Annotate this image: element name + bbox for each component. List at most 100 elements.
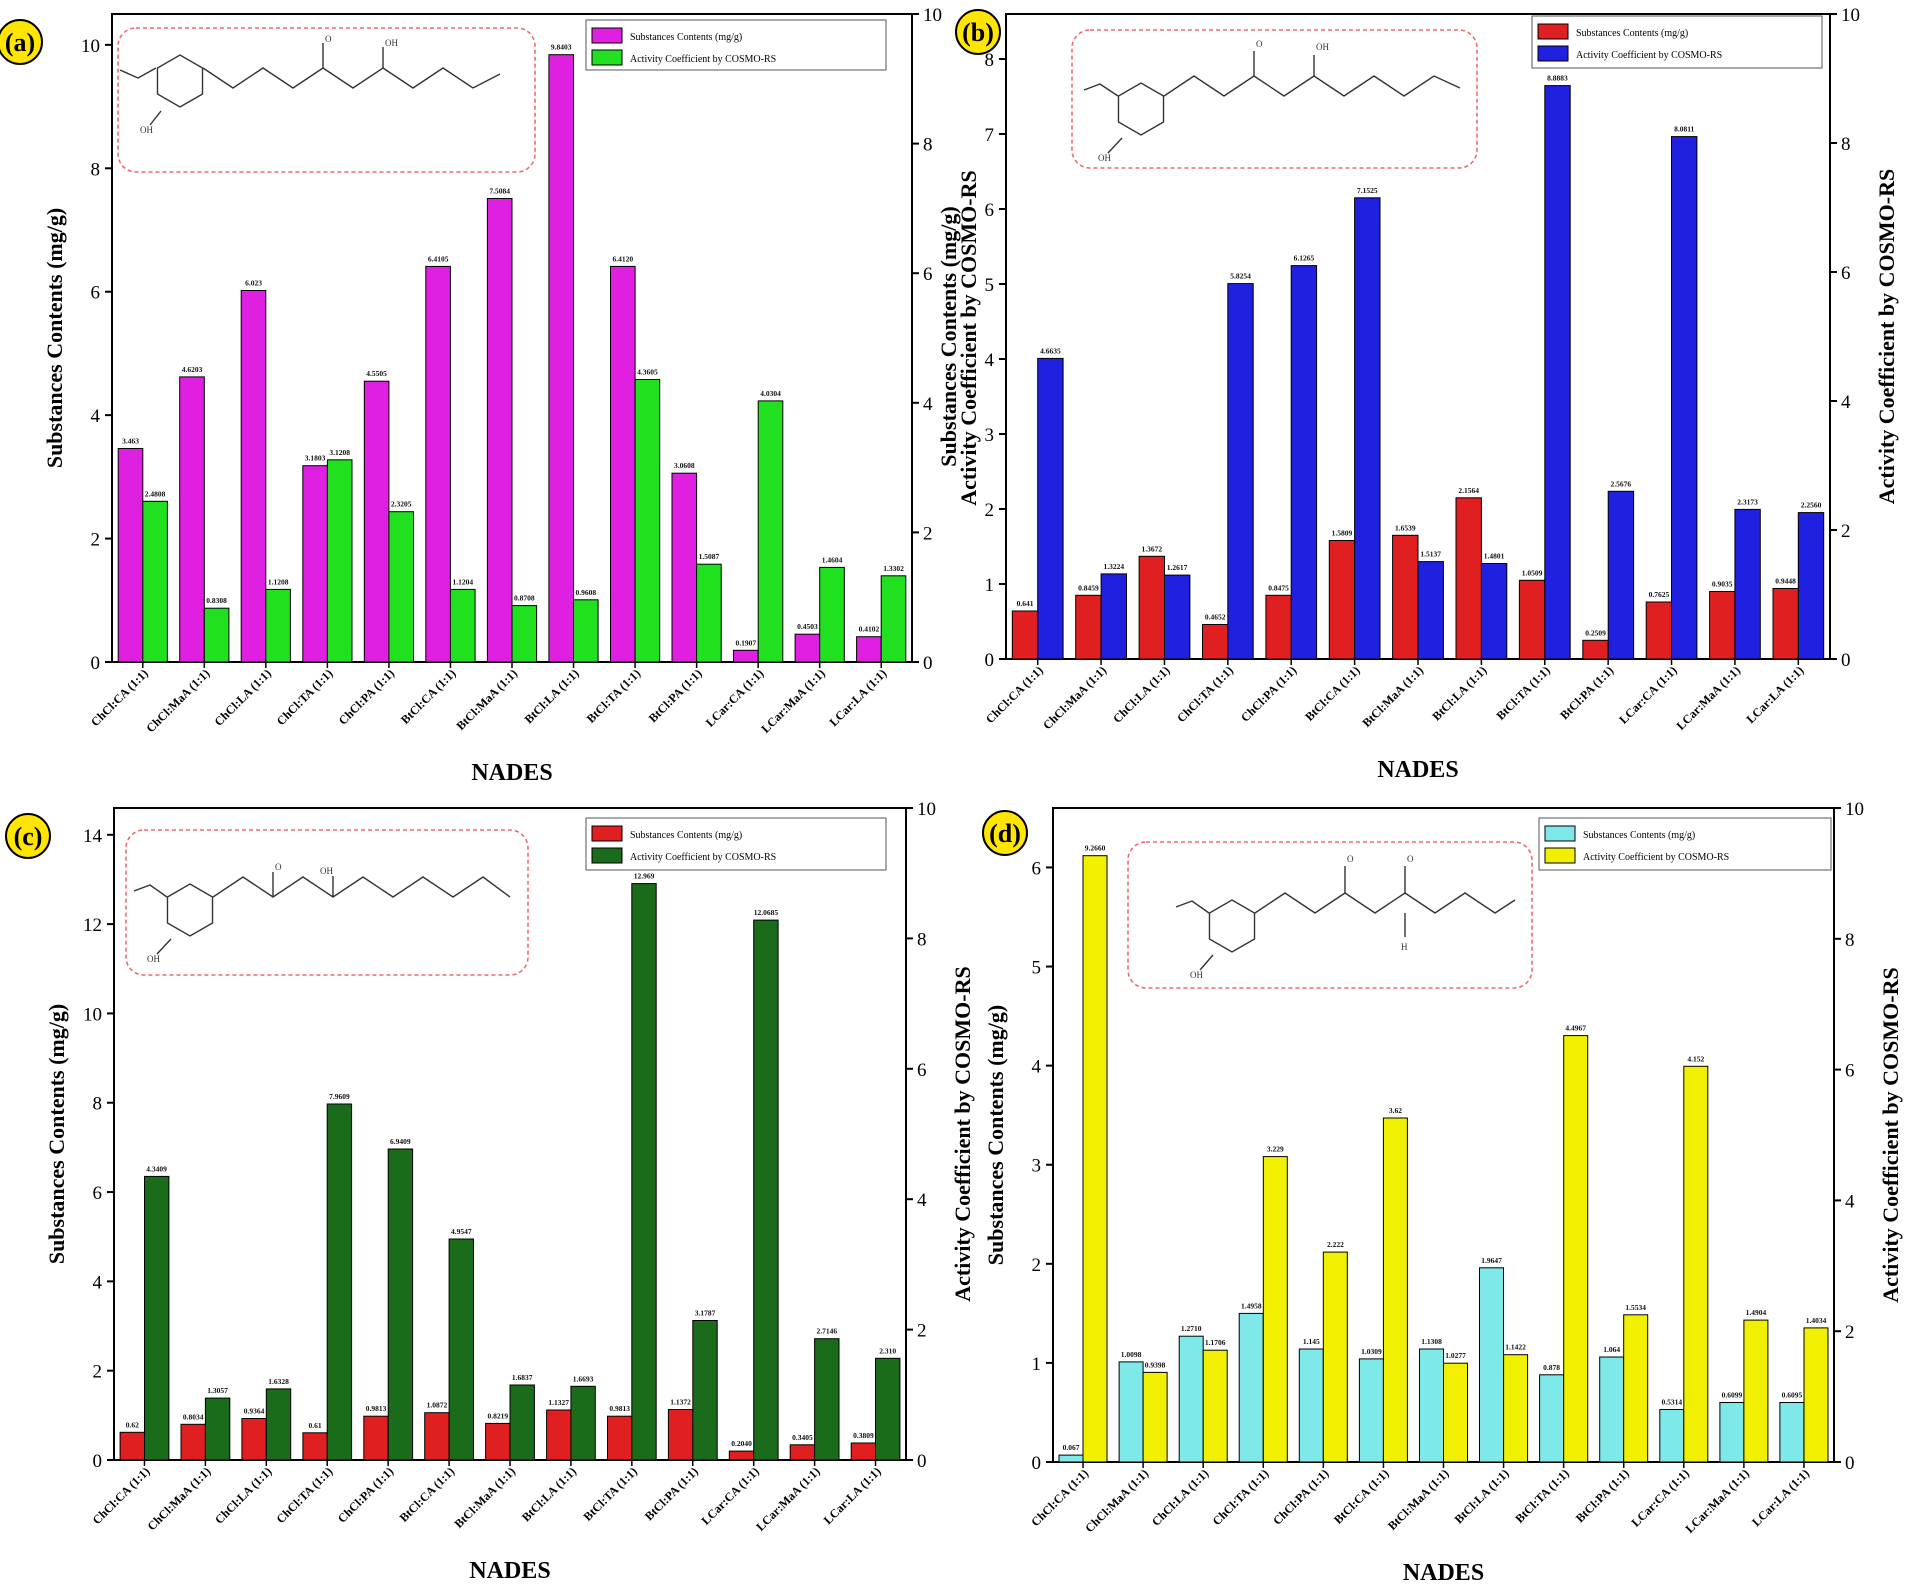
x-tick-label: LCar:LA (1:1) (1749, 1466, 1812, 1529)
chart-panel-b: 0.641 0.8459 1.3672 0.4652 0.8475 1.5809 1.653… (936, 5, 1899, 783)
bar (1138, 555, 1165, 660)
x-tick-label: ChCl:LA (1:1) (211, 666, 273, 728)
legend-box (1531, 15, 1823, 69)
data-label: 4.9547 (451, 1227, 472, 1236)
bar (692, 1320, 718, 1461)
bar (1075, 594, 1102, 660)
x-tick-label: ChCl:MaA (1:1) (1082, 1466, 1151, 1535)
bar (1417, 561, 1444, 660)
legend-swatch (591, 49, 623, 66)
data-label: 1.064 (1603, 1345, 1620, 1354)
y-axis-title: Substances Contents (mg/g) (983, 1005, 1008, 1265)
x-tick-label: BtCl:LA (1:1) (1452, 1466, 1512, 1526)
panel-badge: (a) (0, 19, 43, 65)
y-tick-label: 4 (93, 1272, 103, 1293)
x-tick-label: ChCl:MaA (1:1) (143, 666, 212, 735)
x-axis-title: NADES (1403, 1560, 1484, 1586)
y2-tick-label: 6 (1841, 263, 1851, 284)
x-tick-label: BtCl:MaA (1:1) (1359, 663, 1426, 730)
bar (326, 1103, 353, 1461)
bar (610, 265, 636, 663)
data-label: 2.2560 (1801, 501, 1822, 510)
bar (1202, 1349, 1228, 1463)
y-tick-label: 6 (985, 200, 995, 221)
legend-label: Substances Contents (mg/g) (630, 32, 742, 43)
y-tick-label: 2 (1032, 1255, 1042, 1276)
structure-inset (117, 27, 536, 173)
benzene-ring (1208, 899, 1256, 953)
bar (240, 290, 267, 663)
carbon-chain (1254, 892, 1516, 914)
atom-label: OH (1316, 42, 1329, 52)
bar (757, 400, 784, 663)
bar (1118, 1361, 1144, 1463)
x-axis-title: NADES (1377, 757, 1458, 783)
legend-swatch (591, 825, 623, 842)
atom-label: OH (320, 866, 333, 876)
panel-badge: (b) (955, 9, 1001, 55)
atom-label: O (1347, 854, 1354, 864)
data-label: 0.8475 (1268, 583, 1289, 592)
bar (302, 1432, 328, 1461)
legend-swatch (591, 27, 623, 44)
legend-label: Activity Coefficient by COSMO-RS (1583, 852, 1729, 863)
y2-tick-label: 10 (923, 5, 942, 26)
y-tick-label: 0 (1032, 1453, 1042, 1474)
legend-swatch (1544, 847, 1576, 864)
y2-axis-title: Activity Coefficient by COSMO-RS (1878, 967, 1903, 1302)
data-label: 3.0608 (674, 461, 695, 470)
data-label: 2.222 (1327, 1240, 1344, 1249)
data-label: 5.8254 (1230, 272, 1251, 281)
data-label: 1.2617 (1167, 563, 1188, 572)
bar (1479, 1267, 1504, 1463)
x-tick-label: BtCl:LA (1:1) (1429, 663, 1489, 723)
bar (548, 54, 575, 663)
data-label: 1.5809 (1332, 529, 1353, 538)
legend: Substances Contents (mg/g) Activity Coeff… (1538, 817, 1832, 871)
bar (1607, 490, 1635, 660)
x-tick-label: LCar:LA (1:1) (1743, 663, 1806, 726)
bar (789, 1444, 816, 1461)
data-label: 4.5505 (366, 369, 387, 378)
x-tick-label: ChCl:CA (1:1) (90, 1464, 153, 1527)
data-label: 3.463 (122, 437, 139, 446)
x-tick-label: ChCl:MaA (1:1) (144, 1464, 213, 1533)
bar (1178, 1335, 1204, 1463)
x-tick-label: LCar:CA (1:1) (698, 1464, 761, 1527)
bar (302, 465, 328, 663)
legend-label: Activity Coefficient by COSMO-RS (630, 852, 776, 863)
x-tick-label: BtCl:TA (1:1) (1512, 1466, 1571, 1525)
bar (1100, 573, 1127, 660)
data-label: 1.0872 (427, 1401, 448, 1410)
bar (1544, 85, 1571, 660)
bar (142, 500, 168, 663)
y-tick-label: 6 (1032, 858, 1042, 879)
badge-circle (5, 813, 51, 859)
atom-label: H (1401, 942, 1408, 952)
data-label: 3.1787 (695, 1309, 716, 1318)
data-label: 6.4105 (428, 254, 449, 263)
data-label: 3.62 (1389, 1106, 1402, 1115)
y-tick-label: 8 (93, 1094, 103, 1115)
bar (880, 575, 907, 663)
x-tick-label: ChCl:PA (1:1) (1270, 1466, 1331, 1527)
bar (1142, 1371, 1168, 1463)
data-label: 2.3173 (1737, 497, 1758, 506)
data-label: 0.61 (308, 1421, 321, 1430)
x-tick-label: LCar:LA (1:1) (826, 666, 889, 729)
bar (570, 1385, 596, 1461)
y2-tick-label: 10 (1845, 799, 1864, 820)
bar (1671, 136, 1698, 660)
bar (1645, 601, 1673, 660)
x-tick-label: ChCl:TA (1:1) (274, 666, 336, 728)
x-tick-label: BtCl:LA (1:1) (522, 666, 582, 726)
data-label: 0.4102 (859, 625, 880, 634)
bar (1455, 497, 1482, 660)
data-label: 1.0309 (1361, 1347, 1382, 1356)
data-label: 2.3205 (391, 500, 412, 509)
carbon-chain (212, 876, 511, 898)
methoxy-group (133, 884, 168, 898)
legend: Substances Contents (mg/g) Activity Coeff… (1531, 15, 1823, 69)
data-label: 1.5087 (699, 552, 720, 561)
